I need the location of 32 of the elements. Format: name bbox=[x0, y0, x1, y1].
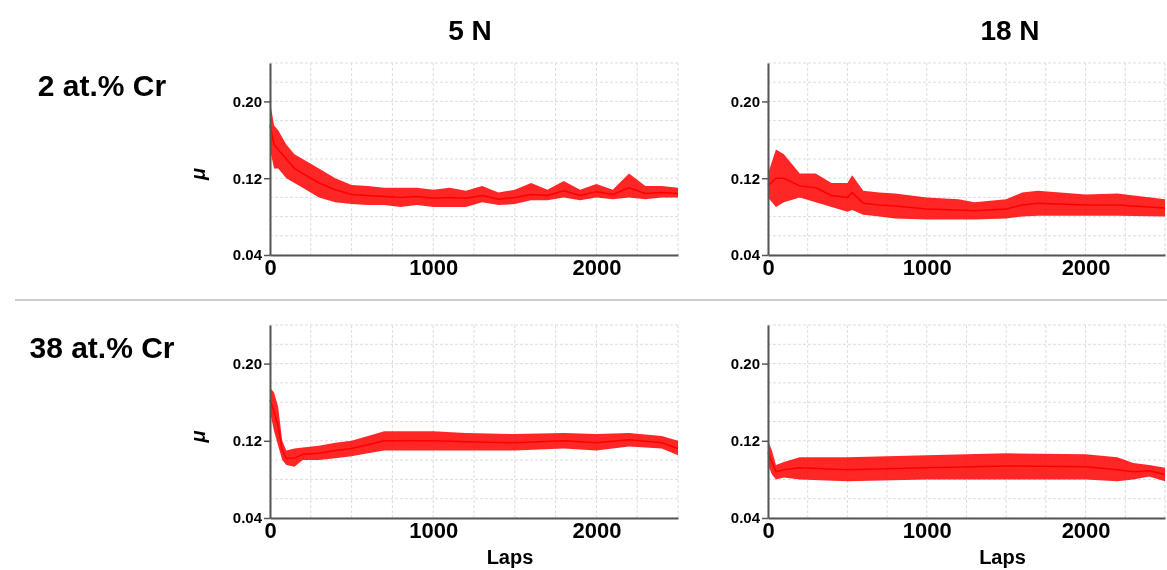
x-axis-title: Laps bbox=[979, 546, 1026, 568]
text: 2 at.% Cr bbox=[37, 69, 167, 102]
y-tick-label: 0.20 bbox=[232, 354, 262, 372]
y-tick-label: 0.12 bbox=[232, 169, 262, 187]
text: 0.04 bbox=[232, 509, 262, 527]
x-tick-label: 1000 bbox=[409, 254, 459, 280]
chart-title: 18 N bbox=[980, 15, 1040, 46]
text: 0.04 bbox=[232, 246, 262, 264]
y-tick-label: 0.20 bbox=[232, 92, 262, 110]
y-tick-label: 0.20 bbox=[730, 354, 760, 372]
x-tick-label: 1000 bbox=[902, 517, 952, 543]
y-tick-label: 0.12 bbox=[730, 432, 760, 450]
y-axis-title: μ bbox=[187, 167, 209, 182]
y-axis-title: μ bbox=[187, 430, 209, 444]
x-tick-label: 1000 bbox=[902, 254, 952, 280]
x-tick-label: 0 bbox=[762, 254, 775, 280]
x-tick-label: 0 bbox=[264, 254, 277, 280]
x-tick-label: 2000 bbox=[1061, 254, 1111, 280]
x-tick-label: 2000 bbox=[572, 254, 622, 280]
y-tick-label: 0.20 bbox=[730, 92, 760, 110]
text: 0.04 bbox=[730, 246, 760, 264]
text: 0.04 bbox=[730, 509, 760, 527]
x-tick-label: 0 bbox=[762, 517, 775, 543]
text: 38 at.% Cr bbox=[29, 331, 175, 364]
chart-title: 5 N bbox=[448, 15, 492, 46]
y-tick-label: 0.12 bbox=[730, 169, 760, 187]
x-tick-label: 1000 bbox=[409, 517, 459, 543]
x-tick-label: 2000 bbox=[572, 517, 622, 543]
x-tick-label: 0 bbox=[264, 517, 277, 543]
x-tick-label: 2000 bbox=[1061, 517, 1111, 543]
y-tick-label: 0.12 bbox=[232, 432, 262, 450]
x-axis-title: Laps bbox=[486, 546, 534, 568]
